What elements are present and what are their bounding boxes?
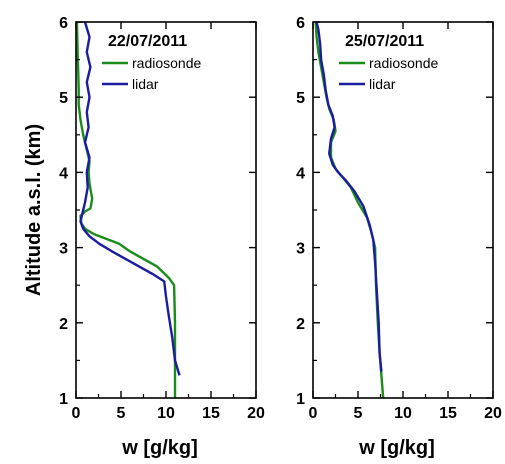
x-tick-label: 0 — [309, 405, 318, 422]
x-tick-label: 10 — [157, 405, 175, 422]
series-line-radiosonde — [75, 21, 177, 398]
y-tick-label: 1 — [59, 391, 68, 408]
y-tick-label: 3 — [296, 241, 305, 258]
legend-label-radiosonde: radiosonde — [369, 55, 438, 71]
y-axis-title: Altitude a.s.l. (km) — [23, 124, 45, 296]
chart-panel-left: 0 5 10 15 20 1 2 3 4 5 6 w [g/kg] 22/07/2011 radioson… — [59, 15, 265, 459]
chart-panel-right: 0 5 10 15 20 1 2 3 4 5 6 w [g/kg] 25/07/2011 radioson… — [296, 15, 502, 459]
plot-frame — [312, 21, 494, 399]
plot-frame — [75, 21, 257, 399]
y-tick-label: 4 — [59, 165, 68, 182]
y-tick-label: 5 — [59, 90, 68, 107]
y-tick-label: 4 — [296, 165, 305, 182]
y-tick-label: 6 — [296, 15, 305, 32]
panel-title: 25/07/2011 — [345, 33, 424, 50]
x-tick-label: 5 — [117, 405, 126, 422]
panel-title: 22/07/2011 — [108, 33, 187, 50]
legend-label-lidar: lidar — [132, 76, 159, 92]
y-tick-label: 1 — [296, 391, 305, 408]
x-tick-label: 20 — [247, 405, 265, 422]
series-line-lidar — [79, 21, 181, 376]
x-tick-label: 0 — [72, 405, 81, 422]
y-tick-label: 6 — [59, 15, 68, 32]
y-tick-label: 5 — [296, 90, 305, 107]
series-line-lidar — [315, 21, 383, 372]
x-tick-label: 20 — [484, 405, 502, 422]
legend-label-lidar: lidar — [369, 76, 396, 92]
legend-label-radiosonde: radiosonde — [132, 55, 201, 71]
x-tick-label: 15 — [202, 405, 220, 422]
x-tick-label: 5 — [354, 405, 363, 422]
y-tick-label: 2 — [296, 316, 305, 333]
x-axis-title: w [g/kg] — [358, 437, 435, 459]
y-tick-label: 2 — [59, 316, 68, 333]
x-tick-label: 15 — [439, 405, 457, 422]
y-tick-label: 3 — [59, 241, 68, 258]
x-axis-title: w [g/kg] — [121, 437, 198, 459]
x-tick-label: 10 — [394, 405, 412, 422]
